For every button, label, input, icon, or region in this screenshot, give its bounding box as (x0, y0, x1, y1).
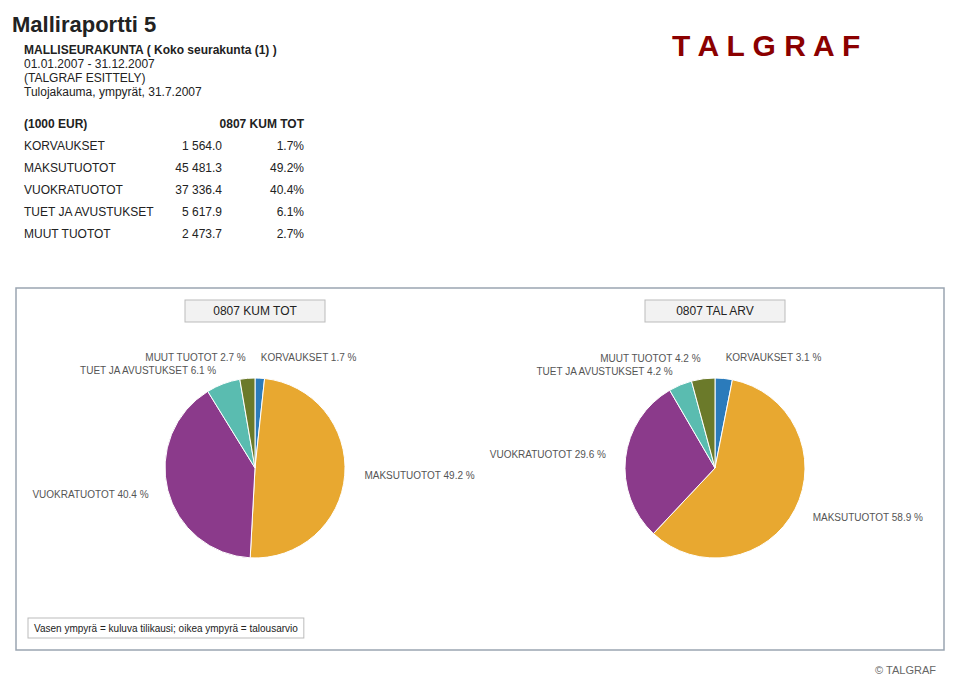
pie-label: TUET JA AVUSTUKSET 4.2 % (536, 366, 672, 377)
pie-chart: 0807 KUM TOT KORVAUKSET 1.7 % MAKSUTUOTOT … (32, 300, 474, 558)
table-value: 45 481.3 (175, 161, 222, 175)
subtitle: (TALGRAF ESITTELY) (24, 71, 146, 85)
data-table: (1000 EUR) 0807 KUM TOT KORVAUKSET 1 564.0 1… (24, 117, 305, 241)
pie-chart: 0807 TAL ARV KORVAUKSET 3.1 % MAKSUTUOTOT … (490, 300, 923, 558)
table-category: MAKSUTUOTOT (24, 161, 116, 175)
pie-label: MAKSUTUOTOT 58.9 % (813, 512, 923, 523)
pie-label: KORVAUKSET 3.1 % (726, 352, 822, 363)
pie-title-box (645, 300, 785, 322)
title: Malliraportti 5 (12, 12, 156, 37)
pie-label: MUUT TUOTOT 4.2 % (600, 353, 700, 364)
table-category: TUET JA AVUSTUKSET (24, 205, 154, 219)
pie-title: 0807 TAL ARV (676, 304, 754, 318)
subtitle: Tulojakauma, ympyrät, 31.7.2007 (24, 85, 202, 99)
pie-slices (165, 378, 345, 558)
pie-slice (240, 378, 255, 468)
table-share: 49.2% (270, 161, 304, 175)
table-category: MUUT TUOTOT (24, 227, 111, 241)
table-category: KORVAUKSET (24, 139, 106, 153)
pie-title: 0807 KUM TOT (213, 304, 297, 318)
footer-box: Vasen ympyrä = kuluva tilikausi; oikea y… (28, 618, 304, 638)
pie-frame (16, 288, 944, 650)
table-value: 37 336.4 (175, 183, 222, 197)
table-value: 5 617.9 (182, 205, 222, 219)
pie-label: TUET JA AVUSTUKSET 6.1 % (80, 365, 216, 376)
footer: Vasen ympyrä = kuluva tilikausi; oikea y… (34, 623, 298, 634)
report-page: Malliraportti 5 MALLISEURAKUNTA ( Koko se… (0, 0, 960, 684)
table-share: 2.7% (277, 227, 305, 241)
table-category: VUOKRATUOTOT (24, 183, 124, 197)
footer-frame (28, 618, 304, 638)
pie-label: VUOKRATUOTOT 29.6 % (490, 449, 606, 460)
subtitle: 01.01.2007 - 31.12.2007 (24, 57, 155, 71)
table-header: 0807 KUM TOT (220, 117, 305, 131)
subtitle: MALLISEURAKUNTA ( Koko seurakunta (1) ) (24, 43, 277, 57)
pie-slice (250, 379, 345, 558)
logo: T A L G R A F (672, 29, 860, 62)
pie-label: VUOKRATUOTOT 40.4 % (32, 489, 148, 500)
pie-slice (692, 378, 715, 468)
pie-label: KORVAUKSET 1.7 % (261, 352, 357, 363)
pie-slices (625, 378, 805, 558)
table-share: 40.4% (270, 183, 304, 197)
pie-title-box (185, 300, 325, 322)
table-share: 1.7% (277, 139, 305, 153)
copyright: © TALGRAF (875, 664, 936, 676)
table-header: (1000 EUR) (24, 117, 87, 131)
pie-label: MUUT TUOTOT 2.7 % (145, 352, 245, 363)
table-share: 6.1% (277, 205, 305, 219)
table-value: 2 473.7 (182, 227, 222, 241)
pie-label: MAKSUTUOTOT 49.2 % (364, 470, 474, 481)
table-value: 1 564.0 (182, 139, 222, 153)
